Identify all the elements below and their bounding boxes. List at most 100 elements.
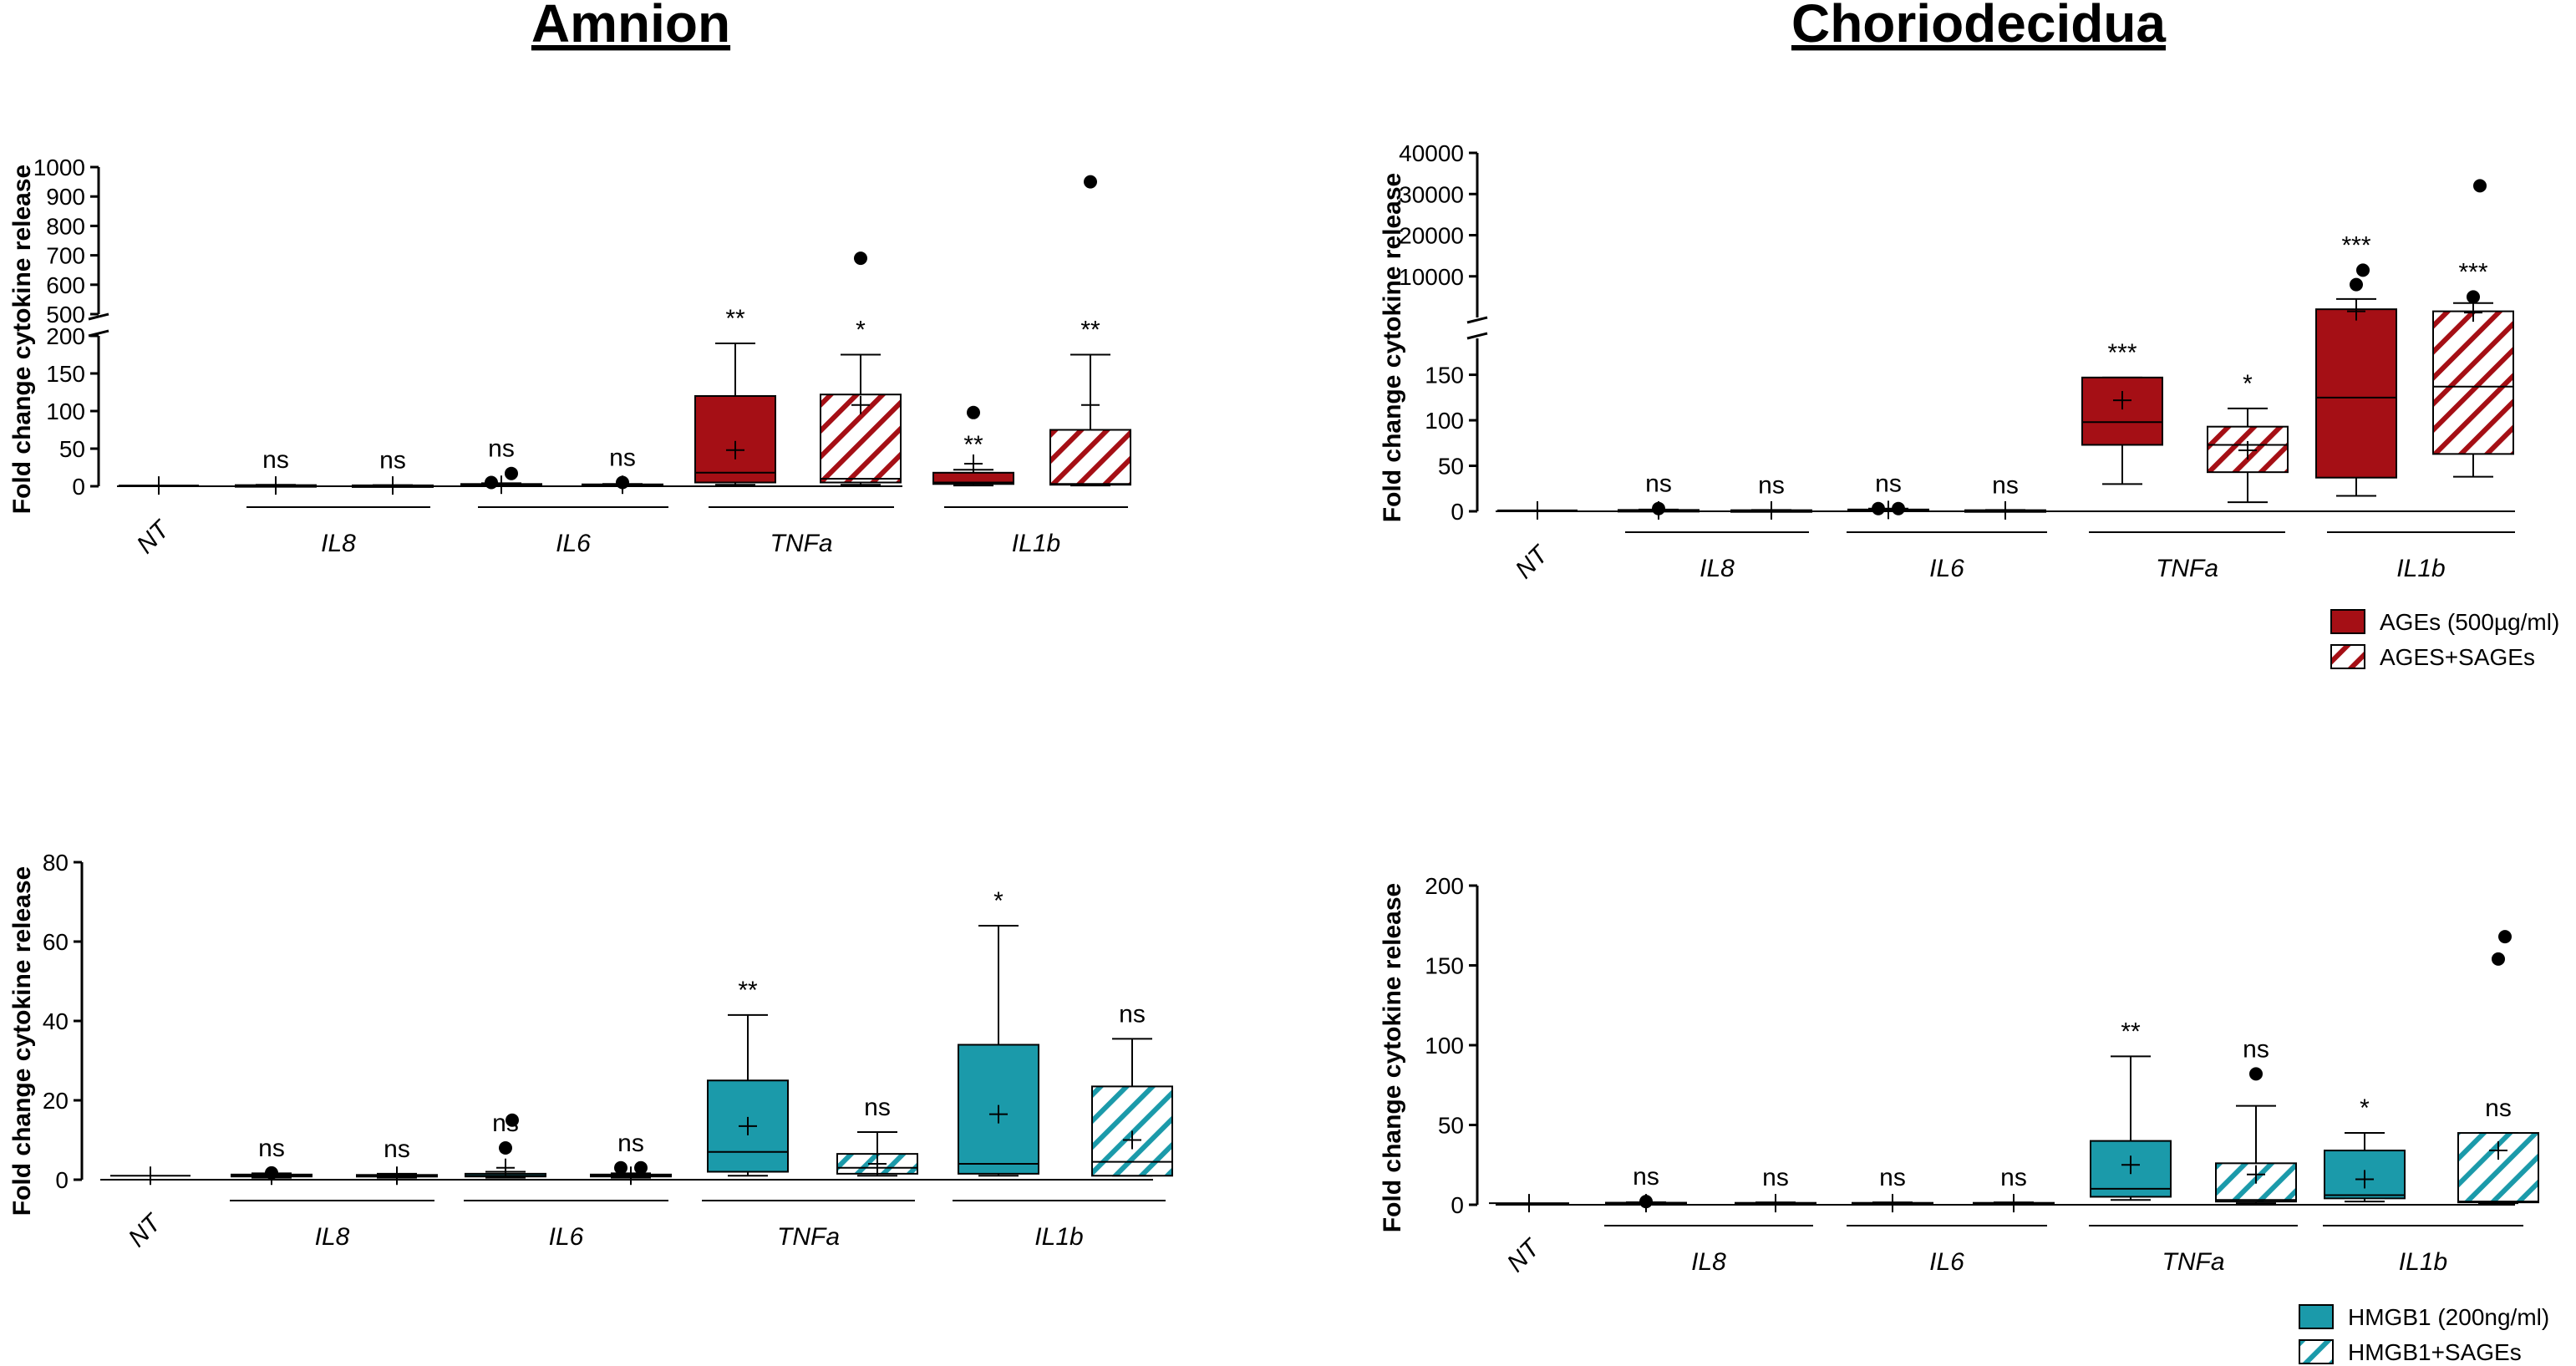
significance-label: ***	[2107, 339, 2137, 367]
box-tnfa-hatched: *	[2207, 370, 2289, 504]
axis-break-mark	[1466, 316, 1488, 324]
significance-label: ns	[379, 447, 406, 475]
box-il6-solid: ns	[460, 435, 542, 495]
outlier-point	[2249, 1067, 2263, 1081]
axis-break-mark	[1466, 332, 1488, 340]
significance-label: *	[993, 887, 1003, 915]
significance-label: ns	[262, 446, 289, 474]
y-axis-label: Fold change cytokine release	[1379, 883, 1406, 1233]
outlier-point	[616, 475, 629, 490]
y-tick-label: 40	[43, 1008, 69, 1034]
box-tnfa-hatched: ns	[2215, 1035, 2297, 1205]
category-label: TNFa	[770, 530, 833, 557]
y-tick-label: 100	[1425, 408, 1464, 434]
box-il8-solid: ns	[1605, 1163, 1687, 1213]
significance-label: ns	[1875, 470, 1902, 498]
y-tick-label: 10000	[1399, 264, 1464, 290]
y-tick-label: 800	[46, 213, 85, 239]
y-tick-label: 900	[46, 184, 85, 210]
box	[2315, 308, 2397, 479]
box-il1b-solid: *	[958, 887, 1039, 1177]
significance-label: ns	[488, 435, 515, 463]
category-label: IL6	[556, 530, 591, 557]
category-label: IL1b	[1012, 530, 1060, 557]
legend-swatch	[2330, 644, 2365, 669]
category-label: TNFa	[777, 1223, 840, 1251]
y-tick-label: 200	[46, 323, 85, 349]
box	[2432, 310, 2514, 455]
outlier-point	[2350, 277, 2363, 292]
significance-label: ns	[384, 1135, 410, 1163]
box-il1b-solid: *	[2324, 1094, 2406, 1203]
box-il8-hatched: ns	[352, 447, 434, 495]
box-il1b-hatched: ns	[2457, 930, 2539, 1205]
y-tick-label: 30000	[1399, 181, 1464, 207]
legend-label: AGEs (500µg/ml)	[2380, 609, 2559, 635]
category-label: IL1b	[1034, 1223, 1083, 1251]
y-tick-label: 60	[43, 929, 69, 955]
outlier-point	[1892, 501, 1905, 515]
legend-label: HMGB1 (200ng/ml)	[2348, 1304, 2549, 1330]
y-axis-label: Fold change cytokine release	[8, 165, 36, 515]
y-tick-label: 0	[72, 474, 85, 500]
significance-label: ns	[1633, 1163, 1659, 1191]
chart-amnion-hmgb1: 0 20 40 60 80 Fold change cytokine release NT n…	[8, 850, 1173, 1253]
y-tick-label: 700	[46, 243, 85, 269]
box-il8-solid: ns	[231, 1135, 312, 1186]
outlier-point	[2467, 290, 2480, 304]
significance-label: ns	[1762, 1164, 1789, 1191]
y-tick-label: 0	[55, 1167, 69, 1193]
outlier-point	[499, 1141, 512, 1155]
outlier-point	[634, 1160, 648, 1175]
significance-label: **	[963, 431, 983, 459]
box-il1b-hatched: **	[1049, 175, 1131, 487]
legend-swatch	[2330, 609, 2365, 634]
y-tick-label: 1000	[33, 155, 85, 180]
title-choriodecidua: Choriodecidua	[1791, 0, 2166, 53]
box-il8-solid: ns	[235, 446, 317, 495]
significance-label: *	[2243, 370, 2253, 398]
category-label: IL8	[1700, 555, 1735, 582]
y-tick-label: 50	[59, 436, 85, 462]
category-label: IL1b	[2396, 555, 2445, 582]
legend-swatch	[2299, 1339, 2334, 1364]
box-il1b-hatched: ***	[2432, 179, 2514, 478]
category-label-nt: NT	[131, 515, 176, 560]
significance-label: ns	[1119, 1000, 1146, 1028]
outlier-point	[485, 475, 498, 490]
box-tnfa-solid: ***	[2081, 339, 2163, 485]
significance-label: ***	[2458, 258, 2487, 286]
significance-label: **	[725, 305, 745, 333]
box-il6-solid: ns	[1852, 1164, 1933, 1213]
outlier-point	[2492, 952, 2505, 966]
y-tick-label: 20000	[1399, 223, 1464, 249]
y-tick-label: 0	[1451, 499, 1464, 525]
chart-choriodecidua-ages: 0 50 100 150 10000 20000 30000 40000 Fold change…	[1379, 140, 2515, 584]
category-label: IL8	[321, 530, 356, 557]
outlier-point	[1084, 175, 1097, 189]
outlier-point	[2498, 930, 2512, 944]
category-label-nt: NT	[123, 1208, 168, 1253]
significance-label: ns	[2000, 1164, 2027, 1191]
outlier-point	[1872, 501, 1885, 515]
legend-hmgb1: HMGB1 (200ng/ml) HMGB1+SAGEs	[2299, 1304, 2549, 1365]
outlier-point	[967, 405, 980, 419]
significance-label: **	[738, 977, 758, 1004]
title-amnion: Amnion	[531, 0, 730, 53]
box-il1b-solid: ***	[2315, 231, 2397, 497]
significance-label: *	[856, 317, 866, 344]
box	[1049, 429, 1131, 486]
box-il6-hatched: ns	[1973, 1164, 2055, 1213]
category-label: IL6	[1929, 1248, 1964, 1276]
y-tick-label: 0	[1451, 1192, 1464, 1218]
outlier-point	[265, 1165, 278, 1180]
box-il8-hatched: ns	[1730, 471, 1812, 520]
legend-label: HMGB1+SAGEs	[2348, 1339, 2522, 1365]
box-tnfa-hatched: ns	[836, 1094, 918, 1177]
box-il6-hatched: ns	[582, 444, 663, 495]
outlier-point	[2356, 263, 2370, 277]
box-il8-solid: ns	[1618, 470, 1700, 520]
significance-label: ***	[2341, 231, 2370, 259]
